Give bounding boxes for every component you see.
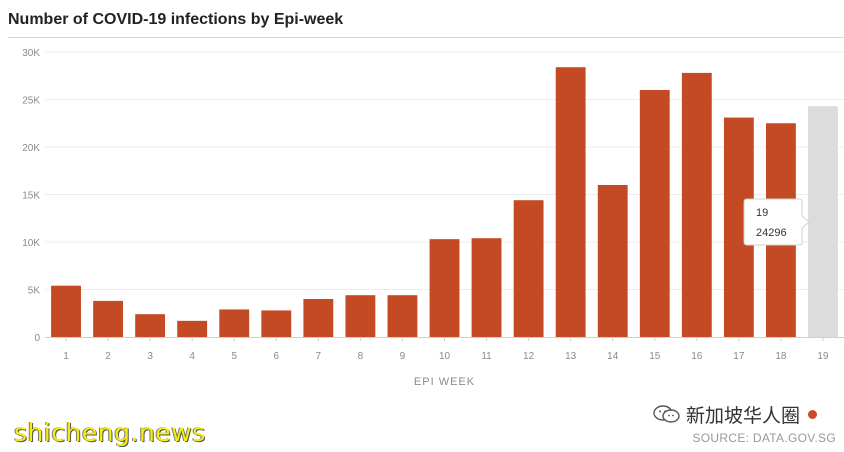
x-axis-label: EPI WEEK bbox=[414, 376, 475, 388]
bar-week-14 bbox=[597, 185, 628, 337]
x-tick-label: 13 bbox=[565, 351, 577, 362]
y-tick-label: 5K bbox=[28, 286, 41, 297]
tooltip-value: 24296 bbox=[756, 227, 787, 239]
channel-name: 新加坡华人圈 bbox=[686, 404, 801, 427]
bar-week-9 bbox=[387, 295, 418, 337]
x-tick-label: 2 bbox=[105, 351, 111, 362]
tooltip: 19 24296 bbox=[743, 198, 810, 246]
x-tick-label: 19 bbox=[817, 351, 829, 362]
bar-week-10 bbox=[429, 239, 460, 337]
channel-dot bbox=[808, 409, 818, 419]
y-tick-label: 15K bbox=[22, 191, 40, 202]
chart-title: Number of COVID-19 infections by Epi-wee… bbox=[8, 11, 344, 28]
bar-week-19 bbox=[808, 106, 838, 337]
x-tick-label: 12 bbox=[523, 351, 535, 362]
bar-week-2 bbox=[93, 300, 124, 337]
x-tick-label: 11 bbox=[481, 351, 492, 362]
x-tick-label: 4 bbox=[189, 351, 195, 362]
watermark-text: shicheng.news bbox=[14, 418, 206, 447]
bar-week-1 bbox=[51, 285, 81, 337]
bar-week-8 bbox=[345, 295, 376, 337]
x-tick-label: 10 bbox=[439, 351, 451, 362]
x-tick-label: 16 bbox=[691, 351, 703, 362]
y-tick-label: 10K bbox=[22, 238, 40, 249]
x-tick-label: 6 bbox=[274, 351, 280, 362]
y-tick-label: 30K bbox=[22, 48, 40, 59]
bar-week-5 bbox=[219, 309, 250, 337]
tooltip-box bbox=[743, 198, 810, 246]
x-tick-label: 1 bbox=[63, 351, 69, 362]
y-tick-label: 25K bbox=[22, 96, 40, 107]
x-tick-label: 18 bbox=[775, 351, 787, 362]
y-tick-label: 0 bbox=[34, 333, 40, 344]
bar-week-7 bbox=[303, 299, 334, 337]
bar-week-3 bbox=[135, 314, 166, 337]
bar-week-16 bbox=[681, 72, 712, 338]
tooltip-category: 19 bbox=[756, 207, 768, 219]
x-tick-label: 5 bbox=[231, 351, 237, 362]
y-tick-label: 20K bbox=[22, 143, 40, 154]
bar-week-15 bbox=[639, 90, 670, 337]
bar-week-13 bbox=[555, 67, 586, 337]
x-tick-label: 17 bbox=[733, 351, 745, 362]
x-tick-label: 9 bbox=[400, 351, 406, 362]
title-divider bbox=[8, 37, 844, 38]
bar-week-4 bbox=[177, 320, 208, 337]
x-tick-label: 3 bbox=[147, 351, 153, 362]
x-tick-label: 15 bbox=[649, 351, 661, 362]
x-tick-label: 7 bbox=[316, 351, 322, 362]
x-tick-label: 8 bbox=[358, 351, 364, 362]
source-credit: SOURCE: DATA.GOV.SG bbox=[692, 431, 836, 445]
wechat-channel-badge: 新加坡华人圈 bbox=[652, 403, 818, 427]
x-tick-label: 14 bbox=[607, 351, 619, 362]
bar-week-11 bbox=[471, 238, 502, 337]
bar-week-12 bbox=[513, 200, 544, 337]
wechat-icon bbox=[653, 405, 680, 423]
bar-week-6 bbox=[261, 310, 292, 337]
